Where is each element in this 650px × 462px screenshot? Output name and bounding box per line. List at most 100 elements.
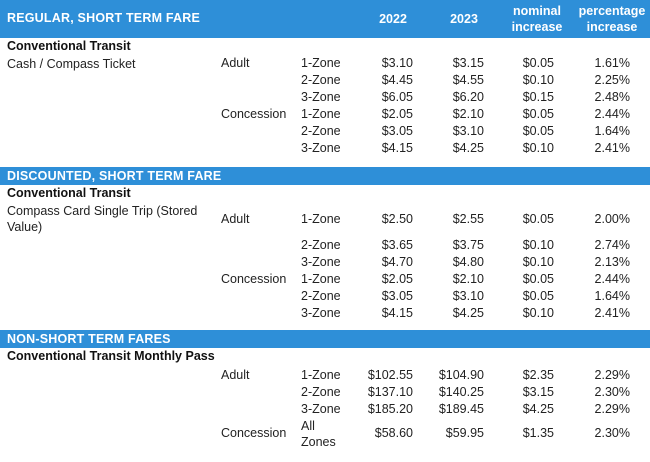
cell-percentage-increase: 2.41% bbox=[594, 141, 630, 155]
cell-zone: 2-Zone bbox=[301, 73, 351, 87]
cell-zone: 2-Zone bbox=[301, 124, 351, 138]
section-header-bar bbox=[0, 0, 650, 38]
cell-percentage-increase: 2.29% bbox=[594, 368, 630, 382]
column-header-percentage-increase: percentage increase bbox=[574, 3, 650, 35]
cell-nominal-increase: $0.05 bbox=[522, 289, 554, 303]
cell-fare-2023: $4.25 bbox=[452, 306, 484, 320]
cell-nominal-increase: $4.25 bbox=[522, 402, 554, 416]
cell-fare-2022: $4.45 bbox=[381, 73, 413, 87]
cell-fare-2023: $2.10 bbox=[452, 107, 484, 121]
cell-zone: 1-Zone bbox=[301, 272, 351, 286]
cell-nominal-increase: $1.35 bbox=[522, 426, 554, 440]
cell-rider-group: Adult bbox=[221, 212, 250, 226]
cell-nominal-increase: $0.05 bbox=[522, 272, 554, 286]
cell-percentage-increase: 2.25% bbox=[594, 73, 630, 87]
cell-percentage-increase: 2.00% bbox=[594, 212, 630, 226]
cell-fare-2023: $4.80 bbox=[452, 255, 484, 269]
cell-percentage-increase: 2.41% bbox=[594, 306, 630, 320]
cell-zone: 2-Zone bbox=[301, 385, 351, 399]
cell-fare-2023: $104.90 bbox=[438, 368, 484, 382]
cell-fare-2023: $3.10 bbox=[452, 289, 484, 303]
cell-nominal-increase: $0.10 bbox=[522, 141, 554, 155]
cell-nominal-increase: $0.15 bbox=[522, 90, 554, 104]
cell-percentage-increase: 2.74% bbox=[594, 238, 630, 252]
cell-fare-2023: $140.25 bbox=[438, 385, 484, 399]
cell-zone: 1-Zone bbox=[301, 107, 351, 121]
cell-fare-2023: $4.25 bbox=[452, 141, 484, 155]
cell-fare-2022: $4.70 bbox=[381, 255, 413, 269]
cell-zone: 1-Zone bbox=[301, 212, 351, 226]
cell-nominal-increase: $0.05 bbox=[522, 124, 554, 138]
cell-fare-2023: $3.10 bbox=[452, 124, 484, 138]
cell-fare-2023: $189.45 bbox=[438, 402, 484, 416]
cell-zone: 3-Zone bbox=[301, 402, 351, 416]
cell-zone: 1-Zone bbox=[301, 368, 351, 382]
section-header-bar bbox=[0, 330, 650, 348]
cell-nominal-increase: $0.10 bbox=[522, 238, 554, 252]
cell-fare-2023: $3.75 bbox=[452, 238, 484, 252]
zone-line1: 3-Zone bbox=[301, 306, 341, 320]
zone-line1: 1-Zone bbox=[301, 368, 341, 382]
zone-line1: 3-Zone bbox=[301, 141, 341, 155]
cell-rider-group: Concession bbox=[221, 426, 287, 440]
cell-zone: 3-Zone bbox=[301, 141, 351, 155]
zone-line1: 2-Zone bbox=[301, 238, 341, 252]
cell-percentage-increase: 2.48% bbox=[594, 90, 630, 104]
cell-nominal-increase: $0.10 bbox=[522, 255, 554, 269]
section-description: Compass Card Single Trip (Stored Value) bbox=[7, 203, 197, 235]
column-header-2023: 2023 bbox=[450, 12, 478, 26]
section-title: DISCOUNTED, SHORT TERM FARE bbox=[7, 169, 222, 183]
section-subtitle: Conventional Transit Monthly Pass bbox=[7, 349, 215, 363]
column-header-percentage-line1: percentage bbox=[578, 4, 646, 18]
cell-fare-2022: $2.05 bbox=[381, 107, 413, 121]
cell-zone: All Zones bbox=[301, 418, 351, 450]
cell-fare-2022: $185.20 bbox=[367, 402, 413, 416]
column-header-percentage-line2: increase bbox=[586, 20, 638, 34]
zone-line1: 3-Zone bbox=[301, 402, 341, 416]
section-title: REGULAR, SHORT TERM FARE bbox=[7, 11, 200, 25]
column-header-2022: 2022 bbox=[379, 12, 407, 26]
cell-nominal-increase: $0.05 bbox=[522, 212, 554, 226]
cell-rider-group: Adult bbox=[221, 56, 250, 70]
cell-rider-group: Concession bbox=[221, 272, 287, 286]
zone-line1: 2-Zone bbox=[301, 124, 341, 138]
cell-zone: 2-Zone bbox=[301, 289, 351, 303]
cell-zone: 2-Zone bbox=[301, 238, 351, 252]
cell-fare-2022: $102.55 bbox=[367, 368, 413, 382]
cell-fare-2022: $2.50 bbox=[381, 212, 413, 226]
cell-percentage-increase: 1.64% bbox=[594, 124, 630, 138]
section-header-bar bbox=[0, 167, 650, 185]
zone-line1: 3-Zone bbox=[301, 90, 341, 104]
zone-line1: 1-Zone bbox=[301, 107, 341, 121]
cell-nominal-increase: $0.10 bbox=[522, 306, 554, 320]
zone-line1: 1-Zone bbox=[301, 212, 341, 226]
section-description-line2: Value) bbox=[7, 220, 43, 234]
cell-nominal-increase: $2.35 bbox=[522, 368, 554, 382]
cell-fare-2023: $59.95 bbox=[445, 426, 484, 440]
cell-zone: 1-Zone bbox=[301, 56, 351, 70]
zone-line1: 3-Zone bbox=[301, 255, 341, 269]
cell-fare-2022: $2.05 bbox=[381, 272, 413, 286]
section-subtitle: Conventional Transit bbox=[7, 39, 131, 53]
section-subtitle: Conventional Transit bbox=[7, 186, 131, 200]
column-header-nominal-increase: nominal increase bbox=[503, 3, 571, 35]
cell-fare-2023: $6.20 bbox=[452, 90, 484, 104]
zone-line1: 1-Zone bbox=[301, 56, 341, 70]
cell-percentage-increase: 1.64% bbox=[594, 289, 630, 303]
zone-line1: 2-Zone bbox=[301, 289, 341, 303]
cell-rider-group: Adult bbox=[221, 368, 250, 382]
section-description-line1: Compass Card Single Trip (Stored bbox=[7, 204, 198, 218]
cell-zone: 3-Zone bbox=[301, 255, 351, 269]
cell-nominal-increase: $0.05 bbox=[522, 56, 554, 70]
zone-line1: 2-Zone bbox=[301, 385, 341, 399]
cell-percentage-increase: 2.13% bbox=[594, 255, 630, 269]
cell-fare-2022: $3.05 bbox=[381, 124, 413, 138]
cell-zone: 3-Zone bbox=[301, 90, 351, 104]
cell-percentage-increase: 2.44% bbox=[594, 107, 630, 121]
cell-fare-2022: $137.10 bbox=[367, 385, 413, 399]
cell-fare-2023: $4.55 bbox=[452, 73, 484, 87]
cell-fare-2022: $6.05 bbox=[381, 90, 413, 104]
cell-percentage-increase: 2.44% bbox=[594, 272, 630, 286]
cell-fare-2022: $3.05 bbox=[381, 289, 413, 303]
cell-nominal-increase: $3.15 bbox=[522, 385, 554, 399]
